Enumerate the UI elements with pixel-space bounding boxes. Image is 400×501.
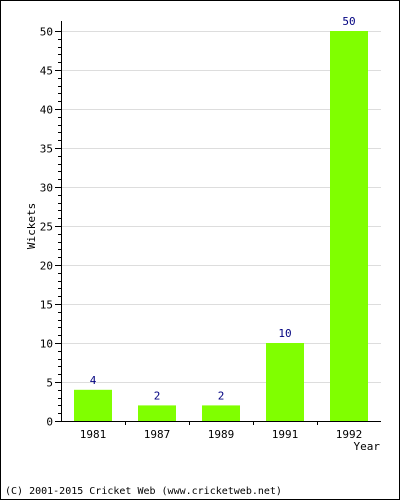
bar [266,343,304,421]
data-label: 2 [218,389,225,402]
data-label: 50 [342,15,355,28]
y-tick-label: 45 [40,65,53,78]
bar [202,405,240,421]
y-tick-label: 5 [46,377,53,390]
y-tick-label: 0 [46,416,53,429]
data-label: 4 [90,374,97,387]
y-tick-label: 10 [40,338,53,351]
bar [138,405,176,421]
bar [330,31,368,421]
y-tick-label: 20 [40,260,53,273]
x-tick-label: 1981 [80,428,107,441]
y-tick-label: 35 [40,143,53,156]
y-tick-label: 30 [40,182,53,195]
y-tick-label: 50 [40,26,53,39]
labels: 0 5 10 15 20 25 30 35 40 45 50 4 1981 2 1987 2 1989 10 199… [40,15,363,441]
x-tick-label: 1992 [336,428,363,441]
data-label: 2 [154,389,161,402]
x-tick-label: 1987 [144,428,171,441]
y-tick-label: 25 [40,221,53,234]
axes [55,21,381,425]
grid-lines [61,31,381,383]
data-label: 10 [278,327,291,340]
y-tick-label: 15 [40,299,53,312]
copyright-footer: (C) 2001-2015 Cricket Web (www.cricketwe… [5,486,282,497]
bars [74,31,368,421]
bar [74,389,112,421]
x-tick-label: 1991 [272,428,299,441]
x-tick-label: 1989 [208,428,235,441]
y-axis-title: Wickets [25,203,38,249]
x-axis-title: Year [354,440,381,453]
y-tick-label: 40 [40,104,53,117]
